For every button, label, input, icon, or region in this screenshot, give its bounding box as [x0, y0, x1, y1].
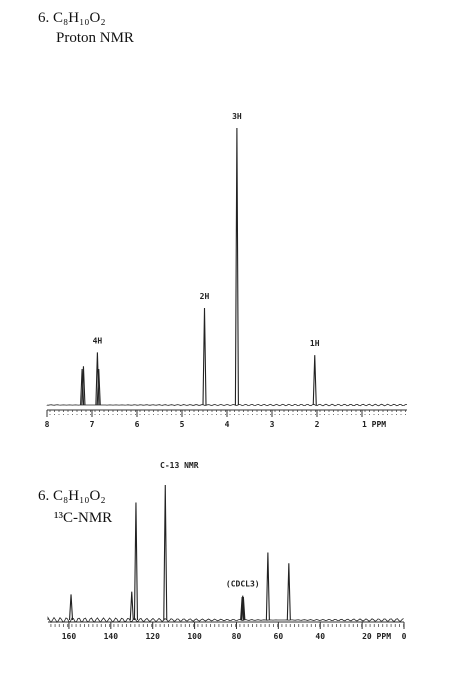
- peak: [312, 355, 317, 406]
- peak-label: 1H: [310, 339, 320, 348]
- peak-label: 2H: [200, 292, 210, 301]
- x-tick-label: 140: [104, 632, 119, 641]
- x-tick-label: 120: [145, 632, 160, 641]
- x-tick-label: 1 PPM: [362, 420, 386, 429]
- header: C-13 NMR: [160, 461, 199, 470]
- subtitle: Proton NMR: [56, 30, 134, 46]
- peak: [80, 368, 85, 406]
- peak: [286, 563, 291, 621]
- subtitle: ¹³C-NMR: [54, 510, 112, 526]
- x-tick-label: 40: [315, 632, 325, 641]
- x-tick-label: 60: [274, 632, 284, 641]
- x-tick-label: 7: [90, 420, 95, 429]
- x-tick-label: 20 PPM: [362, 632, 391, 641]
- title: 6. C₈H₁₀O₂: [38, 488, 106, 504]
- peak: [234, 127, 239, 406]
- x-tick-label: 5: [180, 420, 185, 429]
- peak: [96, 368, 101, 406]
- x-tick-label: 0: [402, 632, 407, 641]
- peak: [202, 308, 207, 406]
- peak: [163, 484, 168, 621]
- x-tick-label: 6: [135, 420, 140, 429]
- x-tick-label: 3: [270, 420, 275, 429]
- peak: [68, 594, 74, 621]
- peak-label: (CDCL3): [226, 580, 260, 589]
- x-tick-label: 8: [45, 420, 50, 429]
- x-tick-label: 100: [187, 632, 202, 641]
- peak-label: 4H: [93, 336, 103, 345]
- x-tick-label: 4: [225, 420, 230, 429]
- x-tick-label: 160: [62, 632, 77, 641]
- x-tick-label: 80: [232, 632, 242, 641]
- baseline: [46, 403, 408, 407]
- x-tick-label: 2: [315, 420, 320, 429]
- peak: [81, 366, 86, 406]
- peak: [129, 591, 134, 621]
- peak: [265, 552, 270, 621]
- peak: [240, 595, 245, 621]
- peak: [241, 597, 246, 621]
- minor-ticks: [48, 622, 404, 627]
- peak-label: 3H: [232, 112, 242, 121]
- baseline: [47, 616, 404, 624]
- peak: [133, 502, 139, 621]
- title: 6. C₈H₁₀O₂: [38, 10, 106, 26]
